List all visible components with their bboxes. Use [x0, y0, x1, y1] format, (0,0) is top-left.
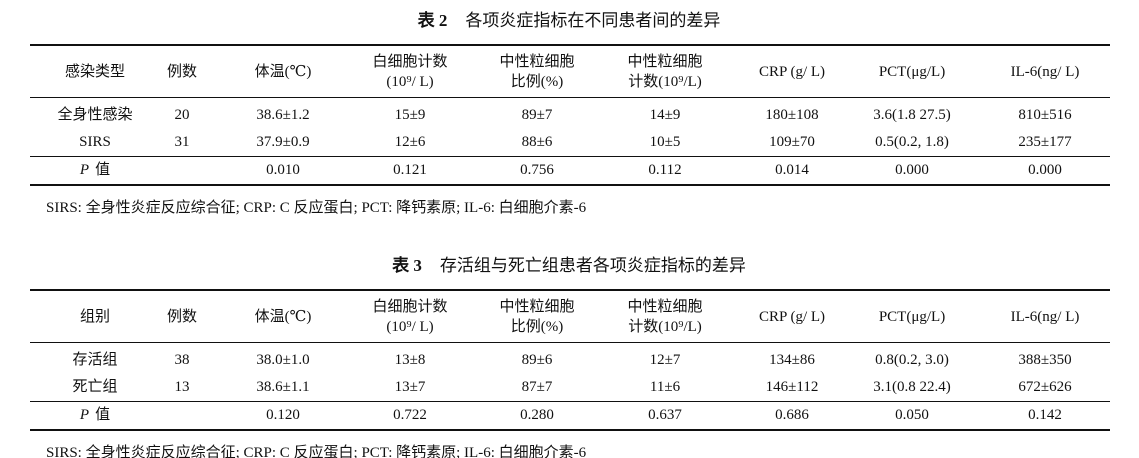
table-cell: 3.6(1.8 27.5) — [873, 107, 951, 123]
table-rule — [30, 342, 1110, 343]
table-cell: 88±6 — [521, 134, 553, 150]
header-cell: 比例(%) — [510, 74, 564, 90]
table-cell: 89±7 — [521, 107, 553, 123]
table-cell: 14±9 — [649, 107, 681, 123]
table-cell: 20 — [174, 107, 190, 123]
table-cell: 11±6 — [649, 379, 681, 395]
p-value: 0.756 — [520, 162, 554, 178]
header-cell: (10⁹/ L) — [386, 319, 434, 335]
header-cell: 比例(%) — [510, 319, 564, 335]
header-cell: 感染类型 — [64, 64, 126, 80]
table-cell: 12±6 — [394, 134, 426, 150]
header-cell: CRP (g/ L) — [758, 64, 826, 80]
p-value: 0.112 — [648, 162, 682, 178]
header-cell: 体温(℃) — [254, 309, 312, 325]
p-value: 0.010 — [266, 162, 300, 178]
table-cell: 134±86 — [769, 352, 815, 368]
table-cell: 109±70 — [769, 134, 815, 150]
table-rule — [30, 44, 1110, 46]
header-cell: IL-6(ng/ L) — [1010, 64, 1080, 80]
table-label: 表 3 — [392, 256, 422, 275]
p-value: 0.050 — [895, 407, 929, 423]
header-cell: (10⁹/ L) — [386, 74, 434, 90]
header-cell: CRP (g/ L) — [758, 309, 826, 325]
p-value: 0.637 — [648, 407, 682, 423]
header-cell: 中性粒细胞 — [627, 54, 703, 70]
p-value: 0.722 — [393, 407, 427, 423]
header-cell: 体温(℃) — [254, 64, 312, 80]
table-cell: 存活组 — [72, 352, 118, 368]
table-title-text: 存活组与死亡组患者各项炎症指标的差异 — [439, 256, 746, 275]
table-cell: 13±8 — [394, 352, 426, 368]
table-cell: 146±112 — [765, 379, 819, 395]
table-cell: SIRS — [79, 134, 111, 150]
table-cell: 388±350 — [1018, 352, 1072, 368]
header-cell: 计数(10⁹/L) — [628, 74, 702, 90]
p-symbol: P — [79, 407, 90, 423]
table-cell: 180±108 — [765, 107, 819, 123]
table-cell: 38.0±1.0 — [256, 352, 310, 368]
table-cell: 89±6 — [521, 352, 553, 368]
p-value: 0.000 — [895, 162, 929, 178]
table-cell: 0.8(0.2, 3.0) — [875, 352, 949, 368]
header-cell: 中性粒细胞 — [499, 54, 575, 70]
p-value: 0.121 — [393, 162, 427, 178]
p-text: 值 — [95, 407, 111, 423]
table-cell: 0.5(0.2, 1.8) — [875, 134, 949, 150]
table-rule — [30, 289, 1110, 291]
table-cell: 死亡组 — [72, 379, 118, 395]
table-rule — [30, 184, 1110, 186]
table-note: SIRS: 全身性炎症反应综合征; CRP: C 反应蛋白; PCT: 降钙素原… — [46, 445, 587, 458]
table-cell: 38.6±1.1 — [256, 379, 310, 395]
table-cell: 10±5 — [649, 134, 681, 150]
header-cell: 例数 — [166, 309, 198, 325]
table-cell: 235±177 — [1018, 134, 1072, 150]
table-rule — [30, 156, 1110, 157]
p-value: 0.120 — [266, 407, 300, 423]
p-symbol: P — [79, 162, 90, 178]
header-cell: PCT(μg/L) — [878, 309, 946, 325]
table-cell: 810±516 — [1018, 107, 1072, 123]
p-value: 0.014 — [775, 162, 809, 178]
table-title-text: 各项炎症指标在不同患者间的差异 — [465, 11, 721, 30]
header-cell: 中性粒细胞 — [627, 299, 703, 315]
table-cell: 87±7 — [521, 379, 553, 395]
table-title: 表 2 各项炎症指标在不同患者间的差异 — [418, 12, 721, 30]
header-cell: IL-6(ng/ L) — [1010, 309, 1080, 325]
p-value: 0.280 — [520, 407, 554, 423]
table-cell: 13 — [174, 379, 190, 395]
table-note: SIRS: 全身性炎症反应综合征; CRP: C 反应蛋白; PCT: 降钙素原… — [46, 200, 587, 216]
table-cell: 31 — [174, 134, 190, 150]
table-rule — [30, 97, 1110, 98]
table-cell: 3.1(0.8 22.4) — [873, 379, 951, 395]
header-cell: 例数 — [166, 64, 198, 80]
p-value: 0.686 — [775, 407, 809, 423]
header-cell: 白细胞计数 — [372, 299, 448, 315]
header-cell: 计数(10⁹/L) — [628, 319, 702, 335]
table-cell: 38 — [174, 352, 190, 368]
table-cell: 15±9 — [394, 107, 426, 123]
p-value: 0.000 — [1028, 162, 1062, 178]
table-rule — [30, 401, 1110, 402]
p-value: 0.142 — [1028, 407, 1062, 423]
header-cell: 中性粒细胞 — [499, 299, 575, 315]
table-cell: 672±626 — [1018, 379, 1072, 395]
table-cell: 37.9±0.9 — [256, 134, 310, 150]
table-label: 表 2 — [417, 11, 448, 30]
table-cell: 38.6±1.2 — [256, 107, 310, 123]
table-title: 表 3 存活组与死亡组患者各项炎症指标的差异 — [392, 257, 746, 275]
header-cell: 组别 — [79, 309, 111, 325]
table-cell: 全身性感染 — [57, 107, 133, 123]
header-cell: PCT(μg/L) — [878, 64, 946, 80]
table-cell: 13±7 — [394, 379, 426, 395]
p-text: 值 — [95, 162, 111, 178]
header-cell: 白细胞计数 — [372, 54, 448, 70]
table-rule — [30, 429, 1110, 431]
table-cell: 12±7 — [649, 352, 681, 368]
